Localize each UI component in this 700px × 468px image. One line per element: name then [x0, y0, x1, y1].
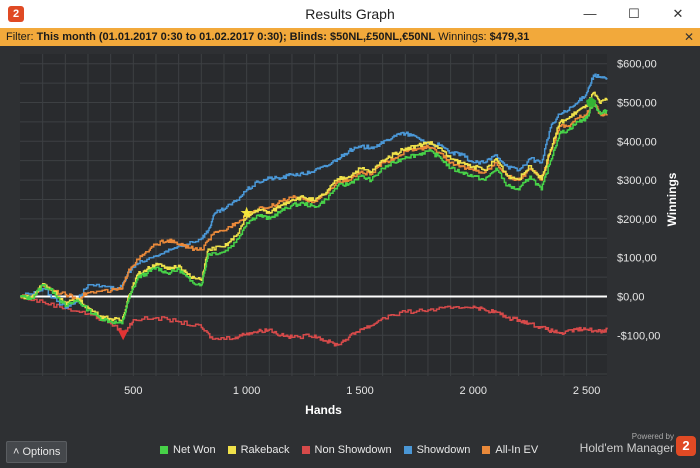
x-axis-title: Hands — [305, 403, 342, 417]
filter-close-icon[interactable]: ✕ — [683, 30, 694, 44]
filter-bar: Filter: This month (01.01.2017 0:30 to 0… — [0, 28, 700, 46]
winnings-label: Winnings: — [438, 31, 487, 43]
legend-item[interactable]: All-In EV — [482, 444, 538, 456]
legend-item[interactable]: Net Won — [160, 444, 216, 456]
brand-logo-icon: 2 — [676, 436, 696, 456]
options-label: Options — [22, 446, 61, 458]
x-tick-label: 2 500 — [573, 385, 601, 397]
low-marker — [118, 330, 129, 341]
chart-legend: Net Won Rakeback Non Showdown Showdown All-I… — [160, 444, 550, 458]
y-tick-label: $0,00 — [617, 291, 645, 303]
brand-name: Hold'em Manager — [579, 441, 674, 455]
high-marker — [585, 97, 597, 107]
title-bar: 2 Results Graph — ☐ ✕ — [0, 0, 700, 29]
filter-text: This month (01.01.2017 0:30 to 01.02.201… — [36, 31, 436, 43]
series-line-showdown — [20, 73, 608, 309]
legend-swatch — [227, 446, 236, 455]
legend-label: Non Showdown — [314, 444, 392, 456]
maximize-button[interactable]: ☐ — [628, 6, 640, 21]
legend-item[interactable]: Rakeback — [227, 444, 290, 456]
legend-swatch — [403, 446, 412, 455]
brand: Powered by Hold'em Manager — [580, 432, 674, 455]
close-button[interactable]: ✕ — [672, 6, 684, 21]
star-marker — [240, 206, 253, 219]
minimize-button[interactable]: — — [583, 6, 597, 21]
x-tick-label: 1 500 — [346, 385, 374, 397]
y-tick-label: $100,00 — [617, 253, 657, 265]
series-line-net-won — [20, 101, 608, 325]
winnings-value: $479,31 — [489, 31, 530, 43]
chevron-up-icon: ˄ — [13, 446, 20, 458]
legend-label: Rakeback — [240, 444, 290, 456]
y-tick-label: $500,00 — [617, 97, 657, 109]
legend-label: Showdown — [416, 444, 471, 456]
y-tick-label: $600,00 — [617, 59, 657, 71]
window-title: Results Graph — [305, 6, 395, 22]
series-line-non-showdown — [20, 295, 608, 347]
options-button[interactable]: ˄ Options — [6, 441, 68, 463]
filter-label: Filter: — [6, 31, 34, 43]
legend-swatch — [160, 446, 168, 455]
y-tick-label: -$100,00 — [617, 330, 660, 342]
y-tick-label: $300,00 — [617, 175, 657, 187]
y-tick-label: $400,00 — [617, 136, 657, 148]
legend-item[interactable]: Non Showdown — [301, 444, 392, 456]
x-tick-label: 2 000 — [460, 385, 488, 397]
x-tick-label: 1 000 — [233, 385, 261, 397]
y-axis-title: Winnings — [665, 172, 679, 226]
app-logo-icon: 2 — [8, 6, 24, 22]
legend-swatch — [482, 446, 491, 455]
legend-label: All-In EV — [495, 444, 539, 456]
y-tick-label: $200,00 — [617, 214, 657, 226]
legend-label: Net Won — [173, 444, 216, 456]
x-tick-label: 500 — [124, 385, 142, 397]
results-chart[interactable]: $600,00 $500,00 $400,00 $300,00 $200,00 $100,… — [0, 46, 700, 438]
series-line-rakeback — [20, 91, 608, 322]
legend-item[interactable]: Showdown — [403, 444, 471, 456]
powered-by-text: Powered by — [631, 432, 674, 441]
legend-swatch — [301, 446, 310, 455]
